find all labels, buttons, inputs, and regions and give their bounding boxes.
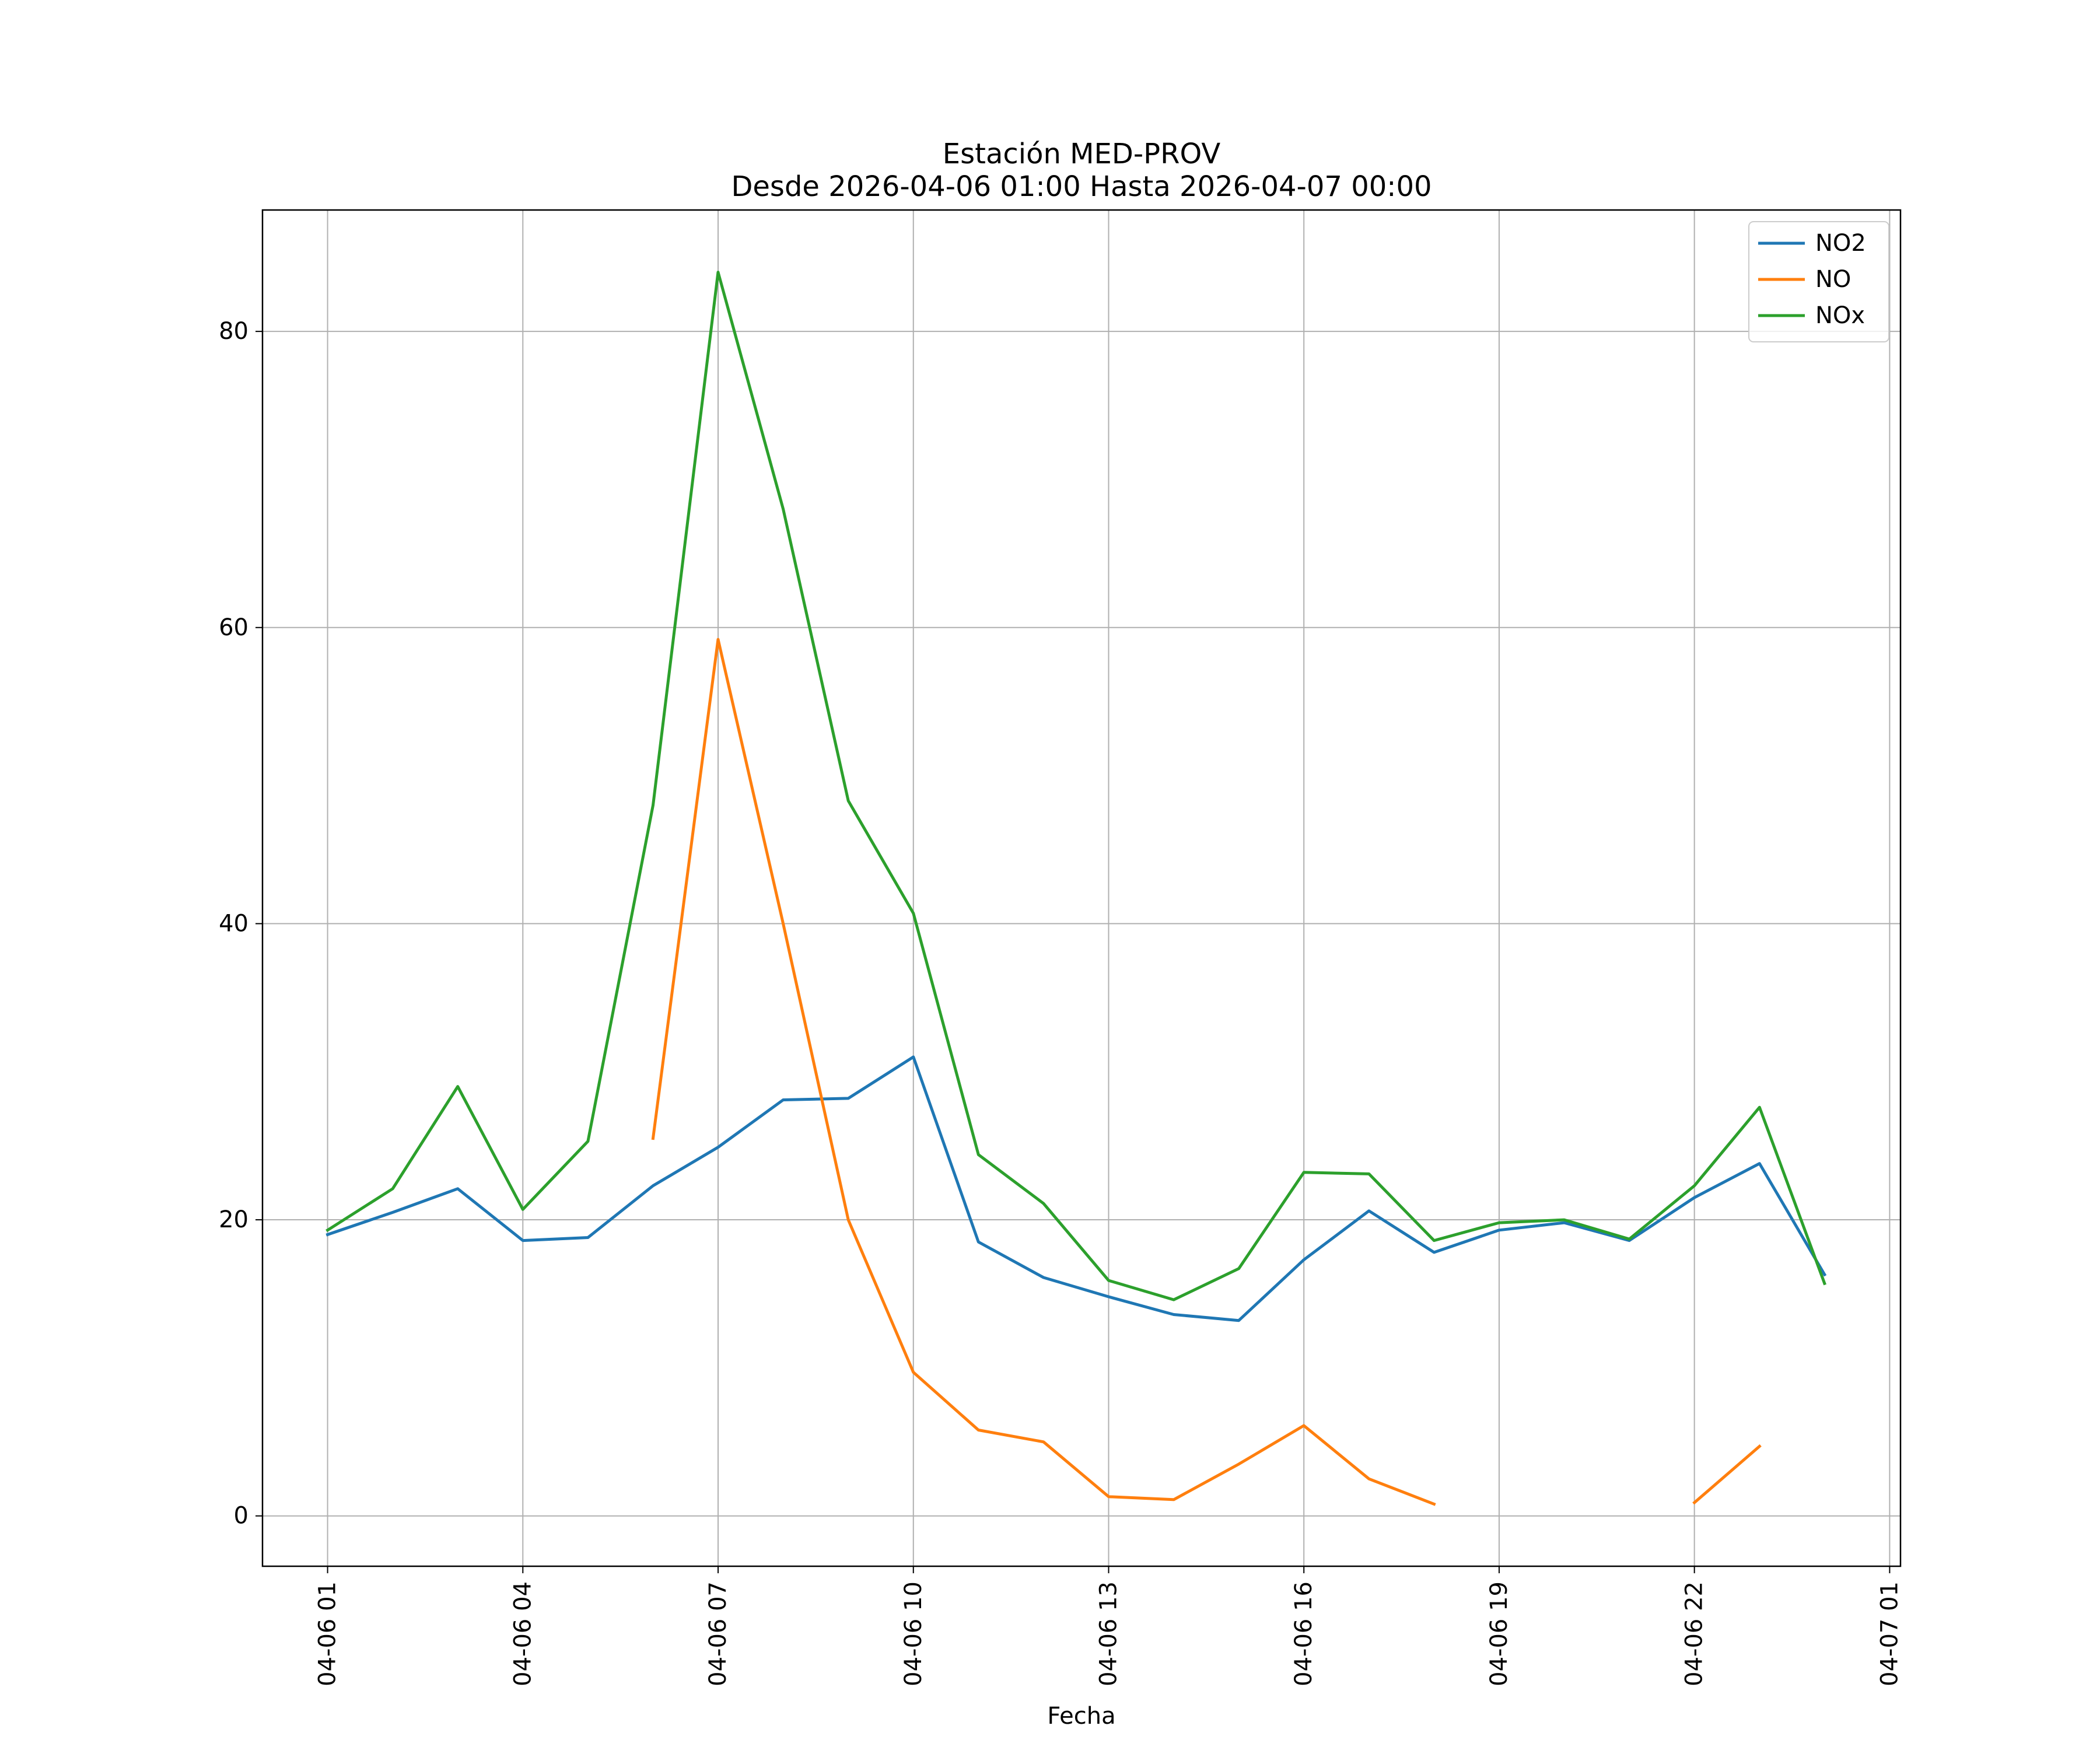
chart-subtitle: Desde 2026-04-06 01:00 Hasta 2026-04-07 … [731, 170, 1432, 203]
series-line-nox [326, 271, 1827, 1301]
x-tick-label: 04-06 13 [1095, 1581, 1122, 1686]
y-tick-label: 0 [234, 1503, 249, 1530]
x-axis-label: Fecha [1047, 1703, 1115, 1730]
x-tick-label: 04-06 19 [1486, 1581, 1513, 1686]
y-tick-label: 40 [219, 910, 249, 937]
series-line-no [651, 638, 1762, 1506]
plot-frame [261, 209, 1902, 1567]
legend-label-nox: NOx [1815, 302, 1865, 329]
chart-title: Estación MED-PROV [943, 138, 1221, 170]
x-tick-label: 04-06 22 [1681, 1581, 1708, 1686]
y-tick-label: 60 [219, 614, 249, 641]
series-lines [326, 271, 1827, 1506]
grid [262, 210, 1901, 1566]
legend-box [1748, 221, 1889, 342]
x-tick-label: 04-06 07 [705, 1581, 732, 1686]
legend-label-no: NO [1815, 266, 1851, 293]
x-tick-label: 04-06 16 [1290, 1581, 1317, 1686]
legend: NO2 NO NOx [1748, 221, 1889, 342]
y-tick-label: 20 [219, 1206, 249, 1233]
x-tick-label: 04-06 04 [509, 1581, 536, 1686]
x-axis-ticks: 04-06 01 04-06 04 04-06 07 04-06 10 04-06 13… [314, 1566, 1903, 1686]
y-tick-label: 80 [219, 318, 249, 345]
x-tick-label: 04-06 01 [314, 1581, 341, 1686]
x-tick-label: 04-07 01 [1876, 1581, 1903, 1686]
series-line-no2 [326, 1055, 1827, 1322]
legend-label-no2: NO2 [1815, 230, 1866, 257]
x-tick-label: 04-06 10 [900, 1581, 927, 1686]
y-axis-ticks: 0 20 40 60 80 [219, 318, 262, 1530]
